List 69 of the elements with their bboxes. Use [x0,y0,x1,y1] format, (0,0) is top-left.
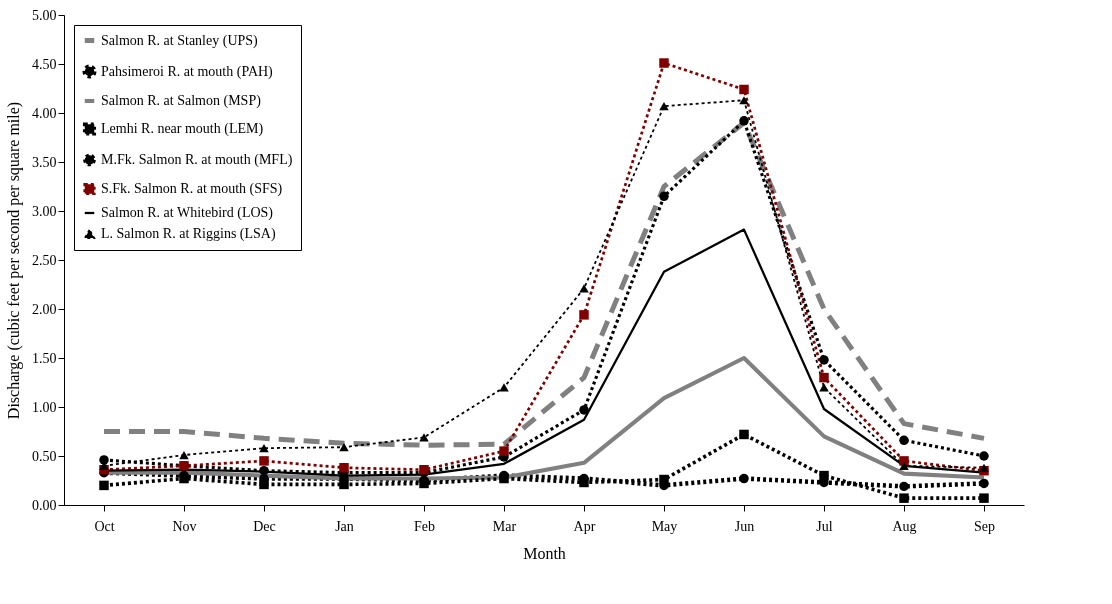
y-tick-label: 1.50 [32,350,57,366]
point [339,443,349,452]
legend-label: Salmon R. at Salmon (MSP) [101,93,262,109]
point [499,446,509,456]
x-tick-label: Oct [94,518,115,534]
legend-label: L. Salmon R. at Riggins (LSA) [101,226,276,242]
point [899,435,909,446]
legend-label: M.Fk. Salmon R. at mouth (MFL) [101,152,293,168]
x-tick-label: Sep [974,518,995,534]
point [99,455,109,465]
y-tick-label: 4.00 [32,105,57,121]
point [899,481,909,492]
point [739,473,749,484]
point [339,463,349,473]
point [259,465,269,476]
y-tick-label: 5.00 [32,7,57,23]
point [659,58,669,68]
point [179,450,189,460]
y-tick-label: 2.00 [32,301,57,317]
y-tick-label: 0.00 [32,497,57,513]
point [659,474,669,485]
point [259,444,269,453]
y-tick-label: 3.00 [32,203,57,219]
point [579,405,589,415]
x-tick-label: Jan [335,518,354,534]
point [899,493,909,503]
point [979,463,989,472]
x-tick-label: Nov [172,518,197,534]
point [739,429,749,440]
x-tick-label: Feb [414,518,435,534]
legend-label: Pahsimeroi R. at mouth (PAH) [101,63,274,80]
y-tick-label: 4.50 [32,56,57,72]
x-tick-label: Aug [892,518,917,534]
y-axis-title: Discharge (cubic feet per second per square mile) [5,101,23,420]
point [259,456,269,466]
point [99,480,109,491]
point [579,284,589,293]
point [499,383,509,392]
point [579,310,589,320]
x-tick-label: May [651,518,678,534]
legend-label: Salmon R. at Whitebird (LOS) [101,205,274,221]
point [819,355,829,365]
point [979,451,989,461]
x-tick-label: Jul [816,518,833,534]
y-tick-label: 3.50 [32,154,57,170]
point [979,493,989,503]
point [659,102,669,111]
point [659,191,669,202]
point [339,479,349,490]
y-tick-label: 0.50 [32,448,57,464]
point [979,478,989,489]
x-tick-label: Apr [573,518,596,534]
legend-label: S.Fk. Salmon R. at mouth (SFS) [101,181,283,197]
legend-label: Lemhi R. near mouth (LEM) [101,121,264,137]
point [259,479,269,490]
point [819,470,829,481]
point [579,477,589,488]
point [819,383,829,392]
y-tick-label: 2.50 [32,252,57,268]
legend-label: Salmon R. at Stanley (UPS) [101,32,259,49]
x-tick-label: Jun [734,518,755,534]
point [739,96,749,105]
x-axis-title: Month [523,544,566,562]
x-tick-label: Mar [492,518,517,534]
point [739,116,749,126]
x-tick-label: Dec [253,518,276,534]
point [819,372,829,383]
y-tick-label: 1.00 [32,399,57,415]
point [739,84,749,95]
